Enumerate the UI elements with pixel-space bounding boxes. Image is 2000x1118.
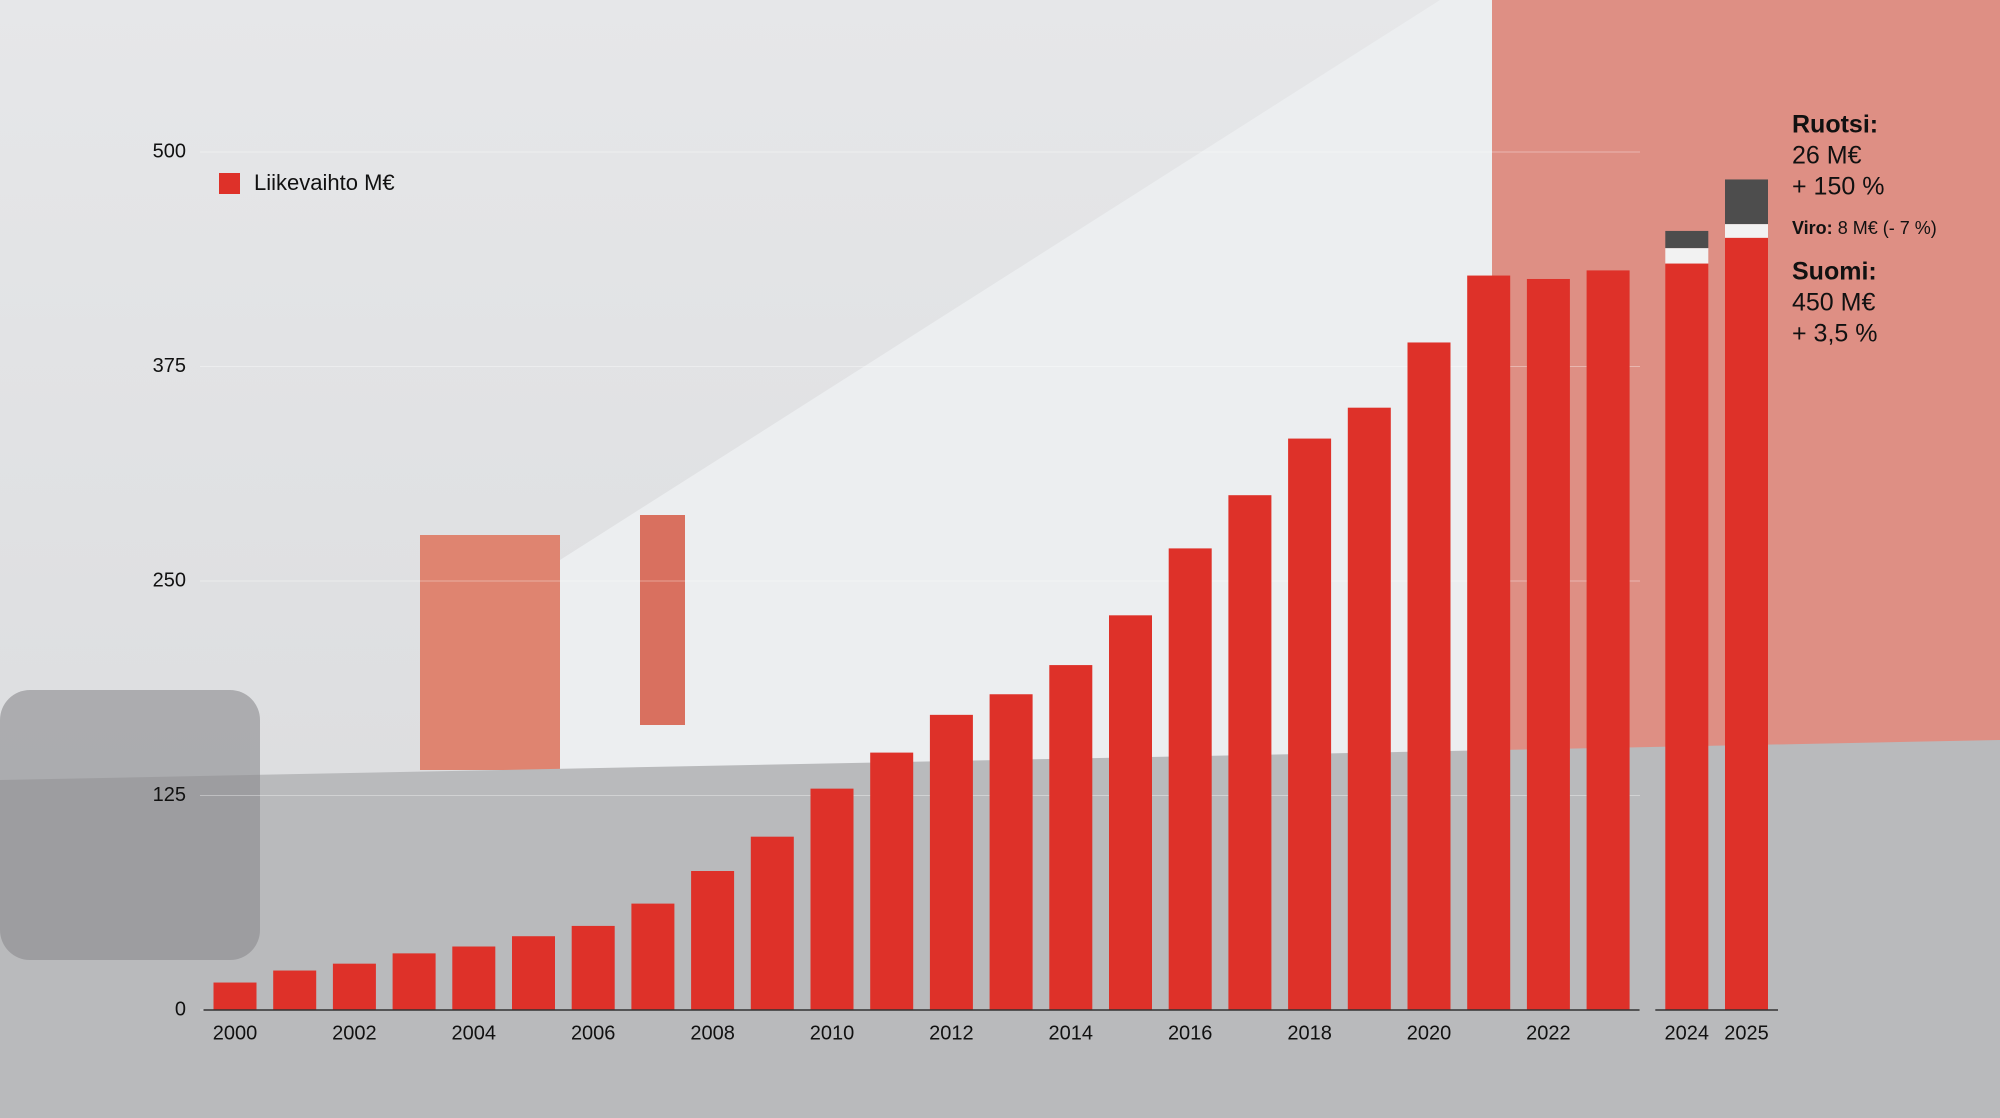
bar [870,752,914,1010]
bar [691,871,735,1010]
bar [1467,275,1511,1010]
bar [1168,548,1212,1010]
bar [1288,438,1332,1010]
y-tick-label: 250 [153,569,186,591]
annotation-text: 450 M€ [1792,289,1875,317]
annotation-text: + 3,5 % [1792,320,1877,348]
y-tick-label: 125 [153,784,186,806]
legend-swatch [219,173,240,194]
bar [1049,665,1093,1010]
x-tick-label: 2006 [571,1022,616,1044]
bar [810,788,854,1010]
x-tick-label: 2004 [452,1022,497,1044]
bar [1665,230,1709,249]
bar [1725,179,1768,225]
bar [1407,342,1451,1010]
x-tick-label: 2025 [1724,1022,1769,1044]
y-tick-label: 500 [153,140,186,162]
bar [512,936,555,1010]
x-tick-label: 2002 [332,1022,377,1044]
bar [273,970,317,1010]
bar [452,946,496,1010]
x-tick-label: 2008 [690,1022,735,1044]
bar [1665,248,1709,264]
x-tick-label: 2020 [1407,1022,1452,1044]
annotation-value: 8 M€ (- 7 %) [1838,218,1937,238]
bar [631,903,675,1010]
bar [392,953,436,1010]
x-tick-label: 2022 [1526,1022,1571,1044]
bar [1109,615,1152,1010]
bar [750,836,794,1010]
bar [1725,224,1768,238]
bar [1228,495,1272,1010]
annotation-title: Viro: [1792,218,1833,238]
bar [1725,237,1768,1011]
y-tick-label: 375 [153,355,186,377]
x-tick-label: 2010 [810,1022,855,1044]
bar [213,982,257,1010]
x-tick-label: 2014 [1049,1022,1094,1044]
x-tick-label: 2000 [213,1022,258,1044]
bar [929,714,973,1010]
bar [1347,407,1391,1011]
y-tick-label: 0 [175,998,186,1020]
bar [1665,263,1709,1010]
x-tick-label: 2024 [1665,1022,1710,1044]
x-tick-label: 2016 [1168,1022,1213,1044]
annotation-text: Viro: 8 M€ (- 7 %) [1792,218,1937,238]
bar [571,925,615,1010]
x-tick-label: 2018 [1287,1022,1332,1044]
legend-label: Liikevaihto M€ [254,170,395,195]
annotation-title: Suomi: [1792,258,1877,286]
x-tick-label: 2012 [929,1022,974,1044]
bar [989,694,1033,1010]
bar [1526,278,1570,1010]
annotation-text: 26 M€ [1792,142,1862,170]
bar [1586,270,1630,1010]
bar [332,963,376,1010]
annotation-text: + 150 % [1792,173,1884,201]
annotation-title: Ruotsi: [1792,111,1878,139]
